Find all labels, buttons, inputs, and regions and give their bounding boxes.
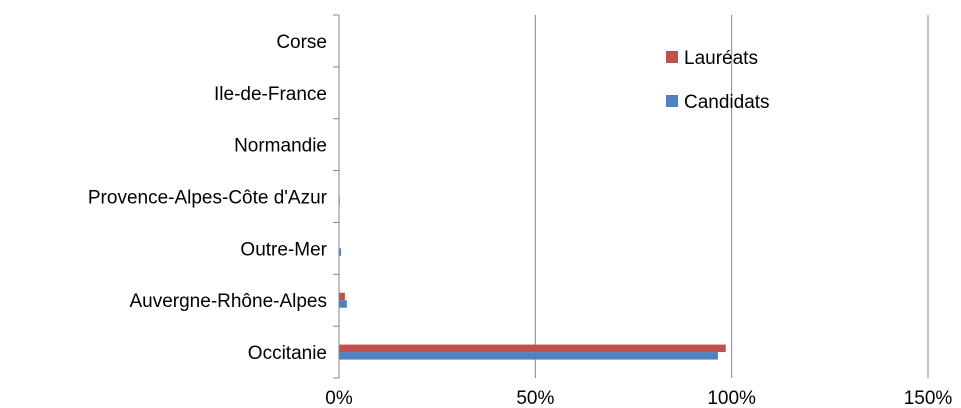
bar [339, 344, 726, 353]
category-label: Occitanie [248, 343, 327, 364]
legend: Lauréats Candidats [666, 48, 770, 113]
category-labels: Occitanie Auvergne-Rhône-Alpes Outre-Mer Pr… [88, 32, 328, 364]
category-label: Normandie [234, 136, 327, 157]
category-label: Outre-Mer [240, 239, 327, 260]
legend-label: Candidats [684, 92, 770, 113]
bar [339, 352, 718, 360]
x-tick-label: 150% [904, 388, 953, 408]
x-tick-label: 100% [707, 388, 756, 408]
bar [339, 248, 341, 256]
bar [339, 292, 345, 301]
y-axis-ticks [333, 14, 339, 379]
bar [339, 300, 347, 308]
legend-swatch [666, 51, 678, 63]
category-label: Ile-de-France [214, 84, 327, 105]
category-label: Provence-Alpes-Côte d'Azur [88, 188, 328, 209]
category-label: Corse [276, 32, 327, 53]
x-tick-label: 50% [516, 388, 554, 408]
bars [339, 40, 726, 360]
legend-label: Lauréats [684, 48, 758, 69]
category-label: Auvergne-Rhône-Alpes [129, 291, 327, 312]
legend-swatch [666, 95, 678, 107]
gridlines [534, 15, 929, 378]
x-tick-label: 0% [325, 388, 353, 408]
x-tick-labels: 0% 50% 100% 150% [325, 388, 952, 408]
